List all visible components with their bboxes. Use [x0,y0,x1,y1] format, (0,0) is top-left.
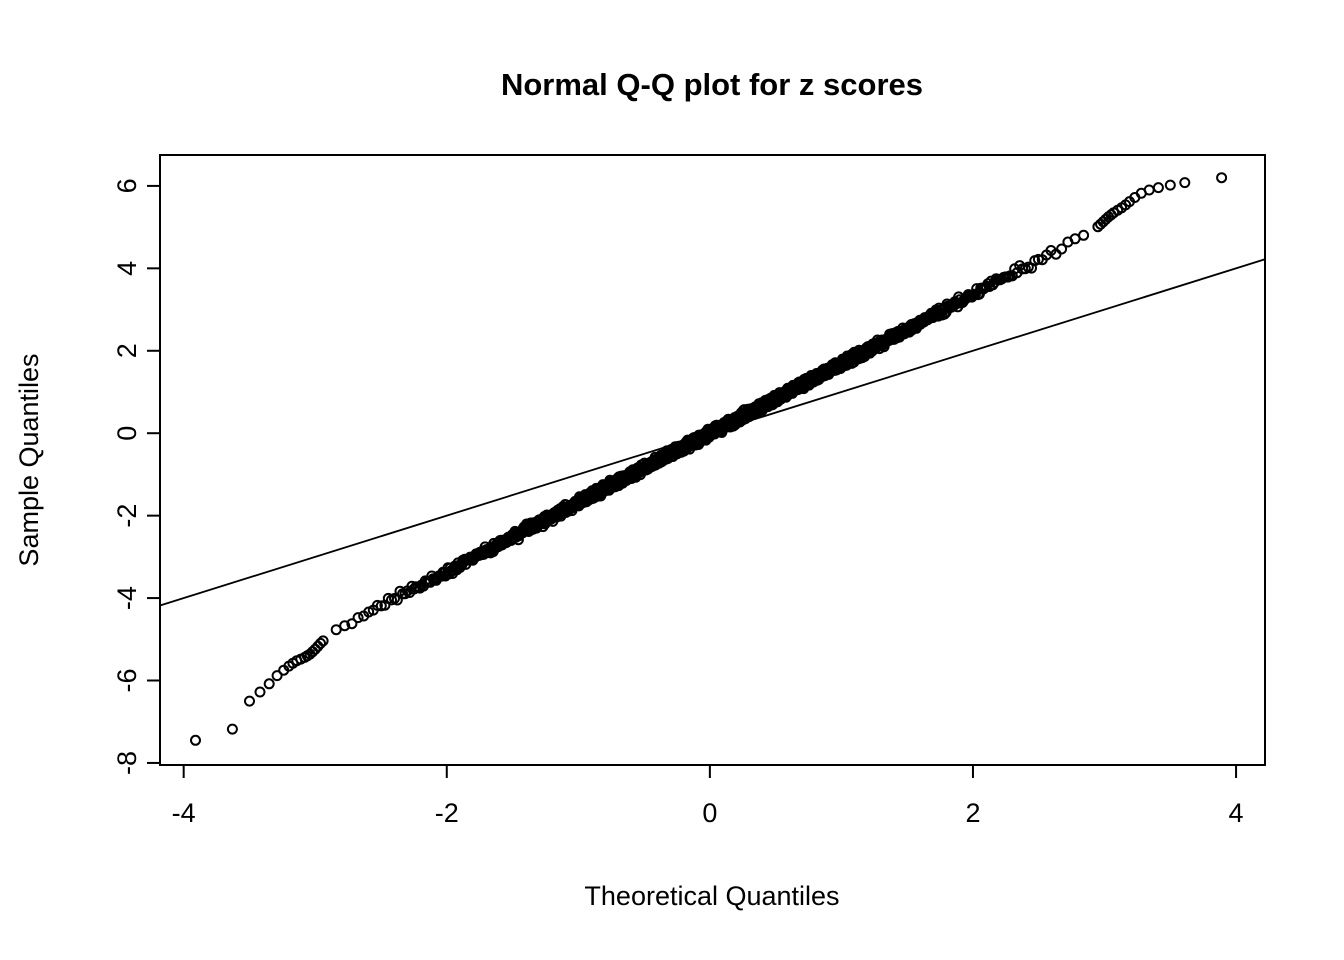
qq-point [271,670,283,682]
qq-point [315,637,326,649]
qq-point [263,678,275,690]
y-axis-label: Sample Quantiles [14,353,44,566]
x-tick-label: 4 [1229,798,1244,828]
qq-point [244,695,255,707]
qq-point [330,624,342,636]
y-tick-label: -6 [112,668,142,692]
qq-point [352,612,364,624]
y-tick-label: -8 [112,751,142,775]
y-tick-label: -4 [112,586,142,610]
qq-point [1056,243,1068,255]
qq-point [346,618,358,630]
qq-point [339,620,351,632]
qq-point [1164,179,1176,191]
x-tick-label: -4 [172,798,196,828]
x-tick-label: -2 [435,798,459,828]
qq-point [1078,229,1090,241]
y-tick-label: 2 [112,343,142,358]
chart-title: Normal Q-Q plot for z scores [501,67,923,102]
data-points [190,172,1228,746]
x-tick-label: 0 [702,798,717,828]
qq-point [399,588,411,600]
plot-border [159,154,1266,766]
y-tick-label: -2 [112,504,142,528]
qq-point [1092,221,1104,233]
x-tick-label: 2 [965,798,980,828]
y-tick-label: 4 [112,261,142,276]
qq-point [254,686,266,698]
y-tick-label: 6 [112,178,142,193]
qq-point [1095,218,1107,230]
qq-point [226,723,238,735]
qq-point [1032,253,1044,265]
qq-point [1179,177,1191,189]
x-axis-label: Theoretical Quantiles [584,881,839,911]
reference-line [159,258,1266,607]
qq-point [1152,182,1164,194]
y-tick-label: 0 [112,426,142,441]
qq-point [1216,172,1228,184]
qq-point [371,599,383,611]
qq-point [190,734,201,746]
qq-point [317,635,329,647]
axis-ticks: -4 -2 0 2 4 -8 -6 -4 -2 0 2 4 6 [112,178,1244,828]
